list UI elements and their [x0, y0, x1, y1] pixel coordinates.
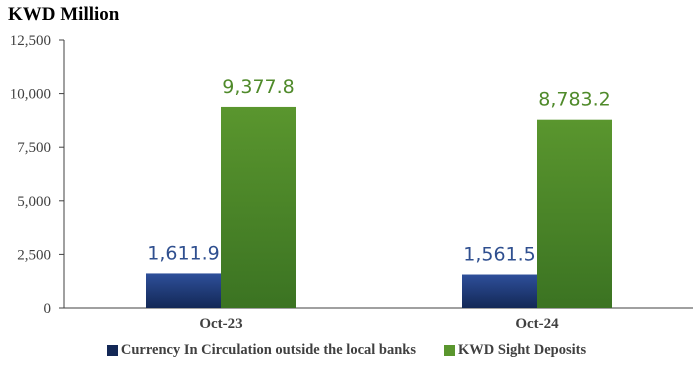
bar-kwd-sight-deposits	[537, 119, 612, 308]
legend: Currency In Circulation outside the loca…	[0, 342, 693, 359]
data-label: 9,377.8	[222, 76, 295, 98]
data-label: 1,611.9	[147, 242, 220, 264]
axes: 0 2,500 5,000 7,500 10,000 12,500 Oct-23 Oct-24	[10, 33, 693, 332]
data-label: 8,783.2	[538, 89, 611, 111]
legend-label-currency: Currency In Circulation outside the loca…	[120, 342, 417, 358]
legend-item-sight-deposits: KWD Sight Deposits	[444, 342, 586, 359]
y-tick-label: 10,000	[10, 87, 51, 103]
x-category-label: Oct-24	[515, 316, 559, 332]
bar-currency-in-circulation	[146, 273, 221, 308]
y-tick-label: 12,500	[10, 33, 51, 49]
legend-swatch-sight-deposits	[444, 345, 456, 356]
y-tick-label: 2,500	[17, 247, 51, 263]
y-tick-label: 7,500	[17, 140, 51, 156]
legend-label-sight-deposits: KWD Sight Deposits	[458, 342, 587, 358]
data-labels-group: 1,611.9 1,561.5 9,377.8 8,783.2	[147, 76, 611, 266]
y-tick-label: 5,000	[17, 194, 51, 210]
bar-currency-in-circulation	[462, 274, 537, 308]
data-label: 1,561.5	[463, 244, 536, 266]
bars-group	[146, 106, 612, 308]
x-category-label: Oct-23	[199, 316, 242, 332]
legend-swatch-currency	[106, 345, 118, 356]
y-tick-label: 0	[44, 301, 52, 317]
legend-item-currency: Currency In Circulation outside the loca…	[106, 342, 417, 359]
y-axis-unit-label: KWD Million	[8, 4, 120, 25]
bar-kwd-sight-deposits	[221, 106, 296, 308]
